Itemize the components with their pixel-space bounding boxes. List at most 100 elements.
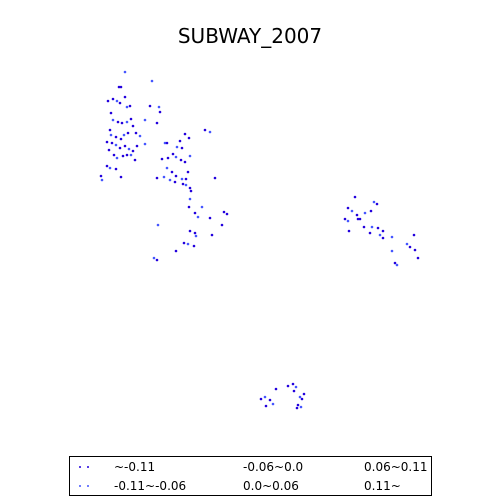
station-dot: [150, 79, 154, 83]
station-dot: [369, 209, 373, 213]
station-dot: [268, 398, 272, 402]
station-dot: [196, 215, 200, 219]
legend-marker: [76, 459, 98, 475]
station-dot: [125, 153, 129, 157]
station-dot: [129, 153, 133, 157]
station-dot: [395, 263, 399, 267]
station-dot: [390, 249, 394, 253]
station-dot: [165, 166, 169, 170]
station-dot: [347, 229, 351, 233]
station-dot: [123, 70, 127, 74]
station-dot: [416, 256, 420, 260]
station-dot: [119, 85, 123, 89]
station-dot: [119, 137, 123, 141]
station-dot: [125, 120, 129, 124]
station-dot: [127, 147, 131, 151]
station-dot: [183, 160, 187, 164]
station-dot: [263, 395, 267, 399]
station-dot: [222, 210, 226, 214]
station-dot: [152, 256, 156, 260]
station-dot: [193, 211, 197, 215]
station-dot: [187, 136, 191, 140]
station-dot: [294, 385, 298, 389]
station-dot: [109, 133, 113, 137]
station-dot: [111, 118, 115, 122]
station-dot: [143, 118, 147, 122]
station-dot: [131, 124, 135, 128]
station-dot: [158, 110, 162, 114]
station-dot: [131, 149, 135, 153]
station-dot: [175, 145, 179, 149]
station-dot: [189, 189, 193, 193]
station-dot: [115, 99, 119, 103]
legend-label: -0.11~-0.06: [114, 479, 187, 493]
station-dot: [372, 200, 376, 204]
station-dot: [106, 99, 110, 103]
station-dot: [184, 177, 188, 181]
station-dot: [99, 174, 103, 178]
station-dot: [162, 175, 166, 179]
station-dot: [135, 144, 139, 148]
station-dot: [286, 384, 290, 388]
station-dot: [105, 140, 109, 144]
station-dot: [155, 176, 159, 180]
station-dot: [188, 229, 192, 233]
legend-label: -0.06~0.0: [243, 460, 304, 474]
station-dot: [208, 216, 212, 220]
station-dot: [180, 177, 184, 181]
station-dot: [412, 233, 416, 237]
station-dot: [122, 133, 126, 137]
station-dot: [350, 209, 354, 213]
station-dot: [126, 131, 130, 135]
station-dot: [143, 142, 147, 146]
station-dot: [192, 244, 196, 248]
station-dot: [194, 234, 198, 238]
station-dot: [178, 139, 182, 143]
station-dot: [168, 178, 172, 182]
station-dot: [180, 146, 184, 150]
station-dot: [170, 170, 174, 174]
station-dot: [117, 85, 121, 89]
station-dot: [157, 105, 161, 109]
station-dot: [346, 206, 350, 210]
station-dot: [188, 186, 192, 190]
station-dot: [259, 397, 263, 401]
station-dot: [355, 213, 359, 217]
station-dot: [356, 217, 360, 221]
station-dot: [363, 211, 367, 215]
station-dot: [203, 128, 207, 132]
station-dot: [353, 195, 357, 199]
station-dot: [302, 392, 306, 396]
station-dot: [295, 406, 299, 410]
station-dot: [125, 105, 129, 109]
station-dot: [173, 180, 177, 184]
station-dot: [296, 403, 300, 407]
station-dot: [390, 235, 394, 239]
station-dot: [134, 131, 138, 135]
station-dot: [186, 170, 190, 174]
station-dot: [174, 174, 178, 178]
station-dot: [210, 233, 214, 237]
station-dot: [187, 205, 191, 209]
station-dot: [114, 143, 118, 147]
station-dot: [121, 154, 125, 158]
station-dot: [186, 242, 190, 246]
station-dot: [376, 226, 380, 230]
station-dot: [182, 241, 186, 245]
station-dot: [174, 249, 178, 253]
station-dot: [408, 245, 412, 249]
station-dot: [393, 261, 397, 265]
station-dot: [413, 248, 417, 252]
station-dot: [370, 225, 374, 229]
station-dot: [109, 111, 113, 115]
station-dot: [120, 121, 124, 125]
legend-label: 0.06~0.11: [364, 460, 428, 474]
station-dot: [274, 387, 278, 391]
station-dot: [128, 104, 132, 108]
legend-label: ~-0.11: [114, 460, 156, 474]
station-dot: [129, 117, 133, 121]
legend-label: 0.11~: [364, 479, 401, 493]
station-dot: [165, 141, 169, 145]
station-dot: [115, 156, 119, 160]
